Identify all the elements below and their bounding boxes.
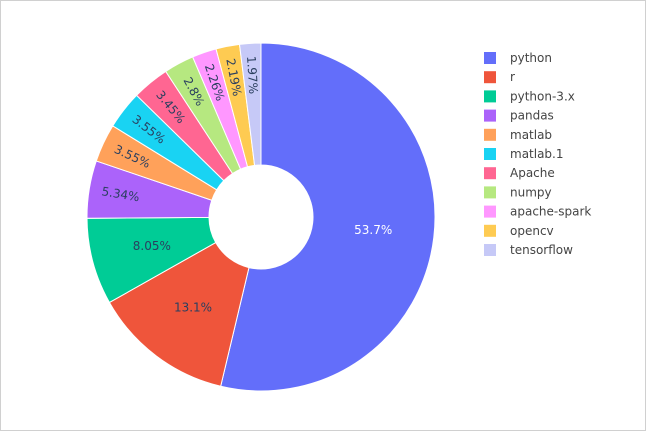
slice-label-tensorflow: 1.97% [244,56,260,95]
legend-item-numpy[interactable]: numpy [484,185,552,199]
slice-label-python-3-x: 8.05% [133,239,171,253]
legend-item-opencv[interactable]: opencv [484,224,554,238]
slice-r[interactable] [108,241,250,387]
legend-label: matlab.1 [510,147,564,161]
slice-label-python: 53.7% [354,223,392,237]
legend-item-python-3-x[interactable]: python-3.x [484,89,575,103]
donut-slices [86,42,436,392]
legend-label: Apache [510,166,555,180]
legend-swatch [484,128,496,141]
legend-item-python[interactable]: python [484,51,552,65]
legend-label: opencv [510,224,554,238]
legend-swatch [484,244,496,256]
legend-swatch [484,109,496,122]
slice-python[interactable] [220,42,436,392]
slice-label-pandas: 5.34% [101,184,141,204]
legend-swatch [484,148,496,160]
legend-swatch [484,186,496,199]
legend-swatch [484,224,496,237]
legend-swatch [484,90,496,103]
legend-item-pandas[interactable]: pandas [484,109,554,123]
legend-swatch [484,205,496,218]
slice-tensorflow[interactable] [238,42,262,166]
slice-label-r: 13.1% [174,300,212,314]
legend-label: python [510,51,552,65]
legend-label: pandas [510,109,554,123]
legend-swatch [484,52,496,64]
legend-label: matlab [510,128,552,142]
legend-swatch [484,71,496,84]
legend-item-apache-spark[interactable]: apache-spark [484,205,591,219]
legend-item-matlab-1[interactable]: matlab.1 [484,147,564,161]
legend-swatch [484,167,496,180]
legend-item-r[interactable]: r [484,70,515,84]
legend-label: python-3.x [510,89,575,103]
legend-label: numpy [510,185,552,199]
legend-label: r [510,70,515,84]
legend[interactable]: python r python-3.x pandas matlab matlab.1 Apa… [484,51,591,257]
legend-label: apache-spark [510,205,591,219]
legend-item-tensorflow[interactable]: tensorflow [484,243,573,257]
legend-label: tensorflow [510,243,573,257]
legend-item-apache[interactable]: Apache [484,166,555,180]
legend-item-matlab[interactable]: matlab [484,128,552,142]
